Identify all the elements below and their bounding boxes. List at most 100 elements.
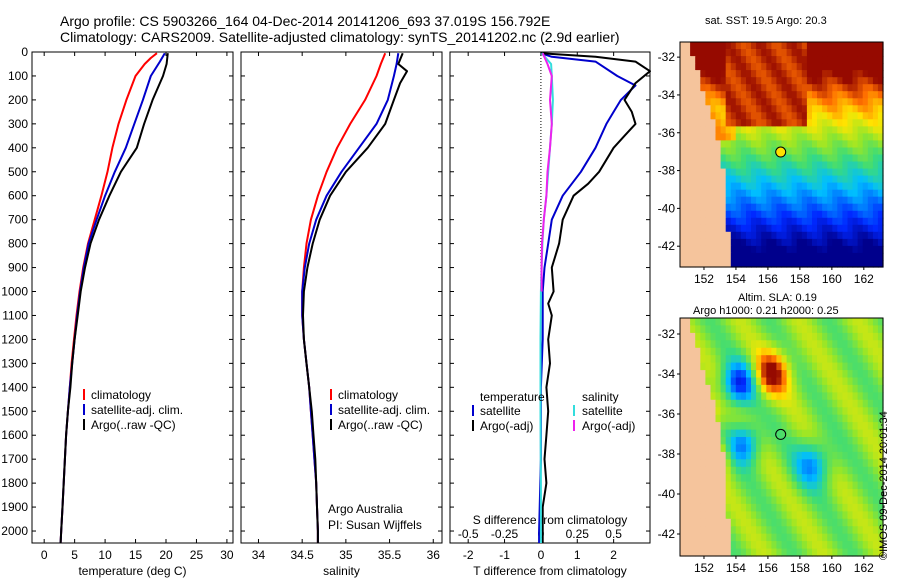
sst-map-cell (867, 175, 874, 184)
sst-map-cell (801, 98, 808, 106)
sst-map-cell (847, 189, 854, 198)
sla-map-cell (817, 384, 823, 393)
sla-map-cell (796, 459, 803, 468)
sst-map-cell (822, 260, 828, 268)
sla-map-cell (735, 496, 742, 505)
sst-map-cell (872, 49, 879, 57)
sla-map-cell (872, 399, 879, 408)
sst-map-cell (725, 56, 732, 64)
sla-map-cell (756, 370, 762, 379)
sst-map-cell (690, 56, 696, 64)
sla-map-cell (761, 474, 767, 483)
sla-map-cell (771, 347, 778, 356)
sst-map-cell (877, 49, 884, 57)
sst-map-cell (812, 252, 818, 261)
sla-map-cell (867, 422, 874, 431)
sst-map-cell (756, 84, 762, 92)
sla-map-cell (786, 533, 793, 542)
sla-map-cell (700, 503, 706, 512)
sst-map-cell (751, 252, 757, 261)
sst-map-cell (771, 91, 778, 99)
sst-map-cell (715, 49, 722, 57)
sst-map-cell (720, 126, 727, 134)
sla-map-cell (735, 355, 742, 364)
sla-map-cell (801, 481, 808, 490)
sla-map-cell (842, 503, 849, 512)
sst-map-cell (827, 70, 833, 78)
sst-map-cell (720, 105, 727, 113)
sla-map-cell (862, 332, 869, 341)
sla-map-cell (852, 429, 859, 438)
sst-map-cell (695, 168, 701, 177)
sst-map-cell (847, 112, 854, 120)
sla-map-cell (781, 355, 788, 364)
sst-map-cell (791, 112, 798, 120)
sst-map-cell (761, 42, 767, 50)
sst-map-cell (771, 49, 778, 57)
sst-map-cell (700, 126, 706, 134)
sla-map-cell (872, 496, 879, 505)
sst-map-cell (740, 147, 747, 156)
sst-map-cell (867, 49, 874, 57)
sla-map-cell (827, 489, 833, 498)
sst-map-cell (812, 231, 818, 240)
sla-map-cell (781, 466, 788, 475)
sst-map-cell (761, 77, 767, 85)
sla-map-cell (771, 377, 778, 386)
sla-map-cell (771, 474, 778, 483)
sla-map-cell (700, 511, 706, 520)
sst-map-cell (690, 126, 696, 134)
sst-map-cell (877, 63, 884, 71)
axes-frame-temperature (31, 51, 234, 544)
sla-map-cell (705, 407, 712, 416)
sla-map-cell (862, 496, 869, 505)
sla-map-cell (877, 370, 884, 379)
sla-map-cell (817, 370, 823, 379)
sla-map-cell (715, 340, 722, 349)
sla-map-cell (827, 429, 833, 438)
sst-map-cell (776, 91, 783, 99)
sla-map-cell (720, 377, 727, 386)
sst-map-cell (791, 182, 798, 191)
sla-map-cell (817, 429, 823, 438)
sst-map-cell (690, 189, 696, 198)
sst-map-cell (695, 105, 701, 113)
sla-map-cell (771, 511, 778, 520)
sla-map-cell (791, 384, 798, 393)
sla-map-cell (710, 496, 717, 505)
sst-map-cell (690, 182, 696, 191)
sla-map-cell (812, 444, 818, 453)
sst-map-cell (832, 154, 838, 163)
sst-map-cell (852, 189, 859, 198)
sst-map-cell (771, 84, 778, 92)
sla-map-cell (847, 481, 854, 490)
sst-map-cell (781, 56, 788, 64)
sla-map-cell (771, 422, 778, 431)
sla-map-cell (796, 466, 803, 475)
sst-map-cell (725, 63, 732, 71)
sla-map-cell (801, 466, 808, 475)
sst-map-cell (680, 245, 686, 254)
sla-map-cell (872, 526, 879, 535)
x-tick-label-s: 0.5 (605, 527, 622, 541)
sla-map-cell (710, 533, 717, 542)
sst-map-cell (705, 105, 712, 113)
sst-map-cell (786, 91, 793, 99)
sla-map-cell (857, 437, 864, 445)
sla-map-cell (857, 548, 864, 557)
sla-map-cell (827, 422, 833, 431)
legend-salinity-title: salinity (582, 390, 619, 404)
sst-map-cell (837, 238, 843, 247)
sst-map-cell (862, 126, 869, 134)
sst-map-cell (771, 63, 778, 71)
sst-map-cell (781, 224, 788, 233)
sla-map-cell (837, 526, 843, 535)
sla-map-cell (812, 459, 818, 468)
sla-map-cell (832, 541, 838, 550)
sst-map-cell (730, 77, 737, 85)
sst-map-cell (710, 189, 717, 198)
sla-map-cell (847, 377, 854, 386)
sla-map-cell (705, 451, 712, 460)
sst-map-cell (700, 63, 706, 71)
legend-label-s-argo_salinity: Argo(-adj) (582, 419, 635, 433)
